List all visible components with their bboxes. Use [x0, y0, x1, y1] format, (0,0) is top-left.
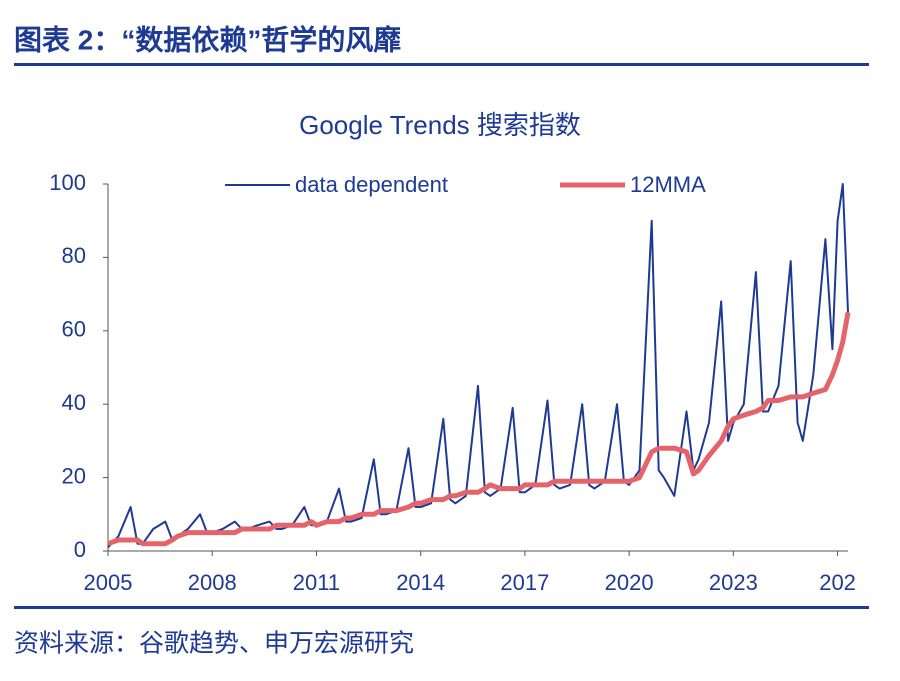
- series-line: [107, 183, 849, 548]
- legend-label: 12MMA: [630, 172, 706, 197]
- header-rule: [14, 63, 869, 66]
- x-tick-label: 2017: [500, 570, 549, 595]
- y-tick-label: 20: [62, 463, 86, 488]
- series-line: [107, 311, 851, 547]
- x-tick-label: 2014: [396, 570, 445, 595]
- y-tick-label: 60: [62, 317, 86, 342]
- x-tick-label: 2005: [84, 570, 133, 595]
- y-tick-label: 0: [74, 537, 86, 562]
- x-tick-label: 2023: [709, 570, 758, 595]
- header-title: 图表 2：“数据依赖”哲学的风靡: [14, 23, 401, 55]
- x-tick-label: 2020: [605, 570, 654, 595]
- x-tick-label: 2011: [293, 570, 340, 595]
- x-tick-label: 202: [819, 570, 856, 595]
- x-tick-label: 2008: [188, 570, 237, 595]
- y-tick-label: 100: [49, 170, 86, 195]
- footer-rule: [14, 606, 869, 609]
- chart-title: Google Trends 搜索指数: [299, 110, 581, 140]
- source-note: 资料来源：谷歌趋势、申万宏源研究: [14, 630, 414, 658]
- y-tick-label: 80: [62, 243, 86, 268]
- legend-label: data dependent: [295, 172, 448, 197]
- y-tick-label: 40: [62, 390, 86, 415]
